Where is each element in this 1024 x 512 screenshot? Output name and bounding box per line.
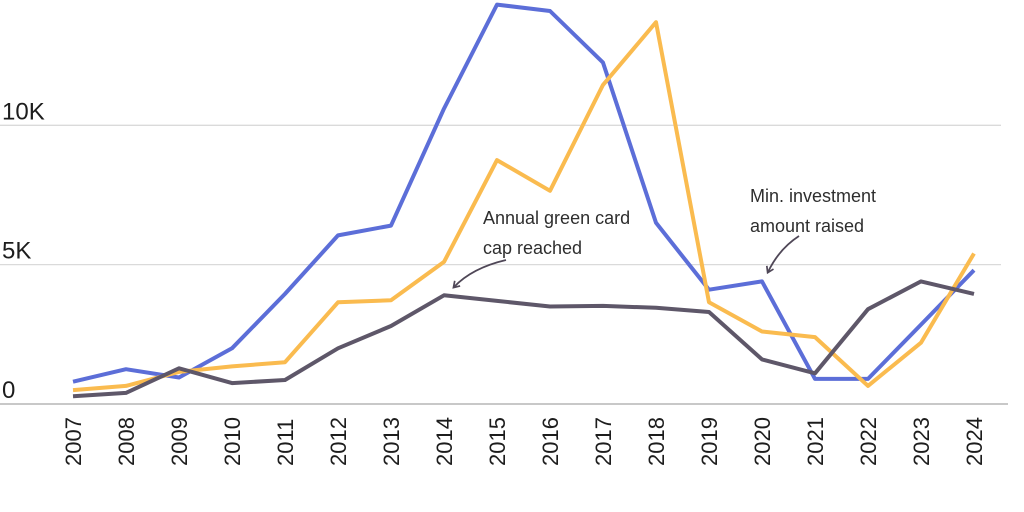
x-tick-label-2012: 2012 xyxy=(326,417,351,466)
annotation-text-1-1: amount raised xyxy=(750,216,864,236)
x-tick-label-2018: 2018 xyxy=(644,417,669,466)
annotation-text-1-0: Min. investment xyxy=(750,186,876,206)
x-tick-label-2011: 2011 xyxy=(273,419,298,466)
blue-line-series xyxy=(72,2,976,384)
annotation-arrow-1 xyxy=(765,235,800,275)
x-tick-label-2020: 2020 xyxy=(750,417,775,466)
x-tick-label-2019: 2019 xyxy=(697,417,722,466)
x-tick-label-2022: 2022 xyxy=(856,417,881,466)
dark-purple-line-series xyxy=(72,279,975,399)
annotation-text-0-1: cap reached xyxy=(483,238,582,258)
x-tick-label-2007: 2007 xyxy=(61,417,86,466)
x-tick-label-2010: 2010 xyxy=(220,417,245,466)
x-tick-label-2021: 2021 xyxy=(803,417,828,466)
x-tick-label-2016: 2016 xyxy=(538,417,563,466)
y-tick-label-5K: 5K xyxy=(2,238,31,265)
y-tick-label-10K: 10K xyxy=(2,98,45,125)
orange-line-series xyxy=(72,20,976,393)
x-tick-label-2014: 2014 xyxy=(432,417,457,466)
annotation-arrow-0 xyxy=(452,259,507,289)
x-tick-label-2013: 2013 xyxy=(379,417,404,466)
x-tick-label-2015: 2015 xyxy=(485,417,510,466)
x-tick-label-2024: 2024 xyxy=(962,417,987,466)
x-tick-label-2009: 2009 xyxy=(167,417,192,466)
annotation-text-0-0: Annual green card xyxy=(483,208,630,228)
x-tick-label-2017: 2017 xyxy=(591,417,616,466)
x-tick-label-2023: 2023 xyxy=(909,417,934,466)
x-tick-label-2008: 2008 xyxy=(114,417,139,466)
y-tick-label-0: 0 xyxy=(2,377,15,404)
